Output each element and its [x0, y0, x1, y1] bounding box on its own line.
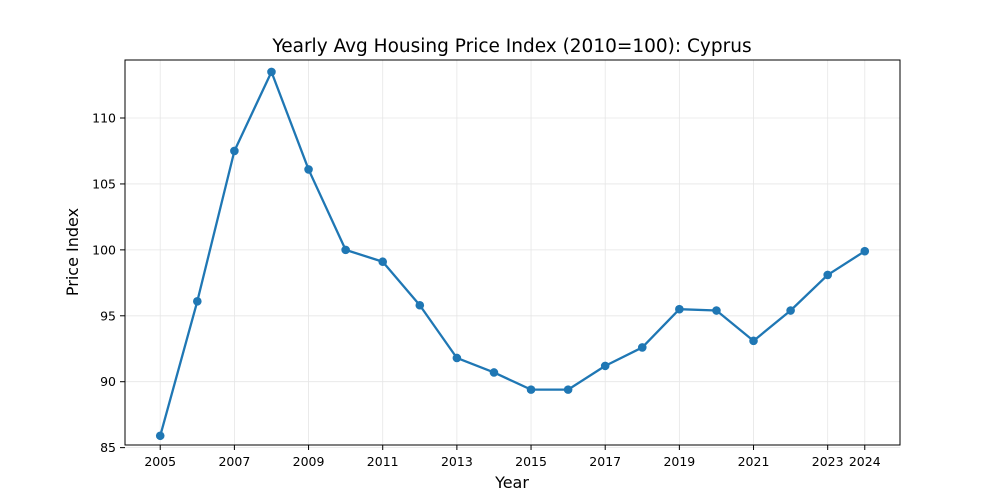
x-tick-label: 2009	[293, 454, 325, 469]
y-tick-label: 90	[100, 374, 116, 389]
data-point	[563, 385, 573, 394]
plot-frame	[124, 59, 901, 446]
data-point	[230, 146, 239, 156]
data-point	[304, 165, 313, 174]
data-point	[860, 246, 870, 256]
x-tick-label: 2015	[515, 454, 547, 469]
x-tick-label: 2023	[812, 454, 844, 469]
chart-title: Yearly Avg Housing Price Index (2010=100…	[271, 36, 751, 57]
y-tick-label: 105	[92, 176, 116, 191]
data-point	[341, 245, 350, 255]
data-point	[637, 343, 647, 352]
data-point	[823, 270, 832, 280]
x-tick-label: 2011	[367, 454, 399, 469]
y-axis-label: Price Index	[63, 208, 82, 296]
data-point	[155, 431, 165, 441]
x-tick-label: 2007	[218, 454, 250, 469]
y-tick-label: 95	[100, 308, 116, 323]
x-tick-label: 2019	[663, 454, 695, 469]
x-tick-label: 2005	[144, 454, 176, 469]
y-tick-label: 110	[92, 111, 116, 126]
data-point	[415, 300, 425, 310]
y-axis: 85 90 95 100 105 110	[92, 111, 125, 455]
x-axis: 2005 2007 2009 2011 2013 2015 2017 2019 2021 2023…	[144, 445, 881, 469]
x-axis-label: Year	[494, 473, 529, 492]
data-point	[526, 385, 536, 394]
data-point	[267, 67, 276, 77]
y-tick-label: 100	[92, 242, 116, 257]
data-point	[489, 368, 499, 377]
series-group	[155, 67, 870, 441]
grid	[125, 60, 900, 449]
data-point	[786, 306, 795, 315]
data-point	[712, 306, 721, 315]
data-point	[600, 361, 610, 371]
data-point	[193, 296, 202, 306]
data-point	[378, 257, 388, 267]
x-tick-label: 2017	[589, 454, 621, 469]
data-point	[452, 353, 462, 363]
y-tick-label: 85	[100, 440, 116, 455]
x-tick-label: 2013	[441, 454, 473, 469]
x-tick-label: 2021	[738, 454, 770, 469]
series-line	[159, 70, 866, 437]
data-point	[675, 304, 684, 314]
x-tick-label: 2024	[849, 454, 881, 469]
data-point	[749, 336, 758, 346]
